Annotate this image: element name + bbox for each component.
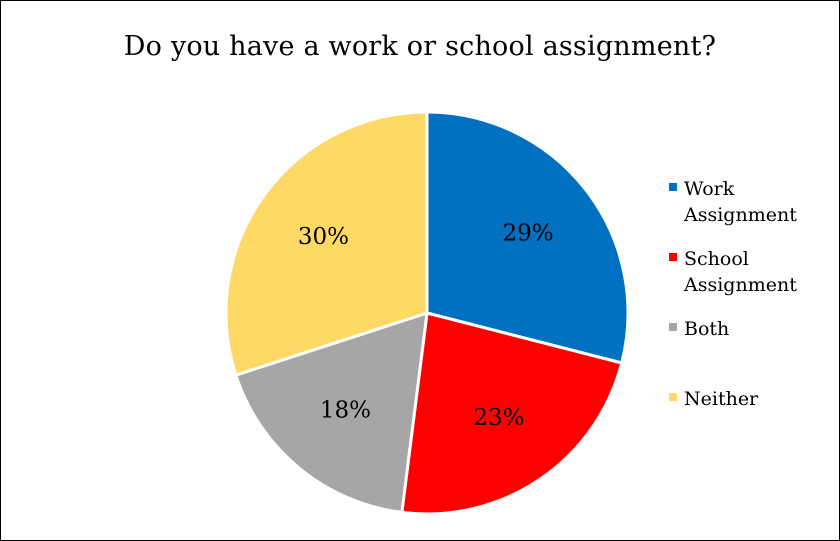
data-label-school-assignment: 23% — [473, 405, 524, 431]
legend-swatch — [669, 323, 677, 331]
legend-label: Both — [684, 318, 730, 340]
legend-swatch — [669, 183, 677, 191]
legend-swatch — [669, 253, 677, 261]
legend-label: Neither — [684, 388, 759, 410]
pie-slice-both — [234, 311, 429, 514]
data-label-work-assignment: 29% — [503, 221, 554, 247]
legend-label: Work Assignment — [684, 178, 797, 226]
pie-slice-school-assignment — [400, 311, 624, 516]
pie-slices — [224, 110, 630, 516]
data-label-neither: 30% — [298, 224, 349, 250]
pie-slice-neither — [224, 110, 429, 377]
legend-label: School Assignment — [684, 248, 797, 296]
data-label-both: 18% — [320, 398, 371, 424]
chart-title: Do you have a work or school assignment? — [123, 31, 717, 62]
pie-slice-work-assignment — [425, 110, 630, 365]
legend-swatch — [669, 393, 677, 401]
pie-data-labels: 29% 23% 18% 30% — [298, 221, 554, 431]
